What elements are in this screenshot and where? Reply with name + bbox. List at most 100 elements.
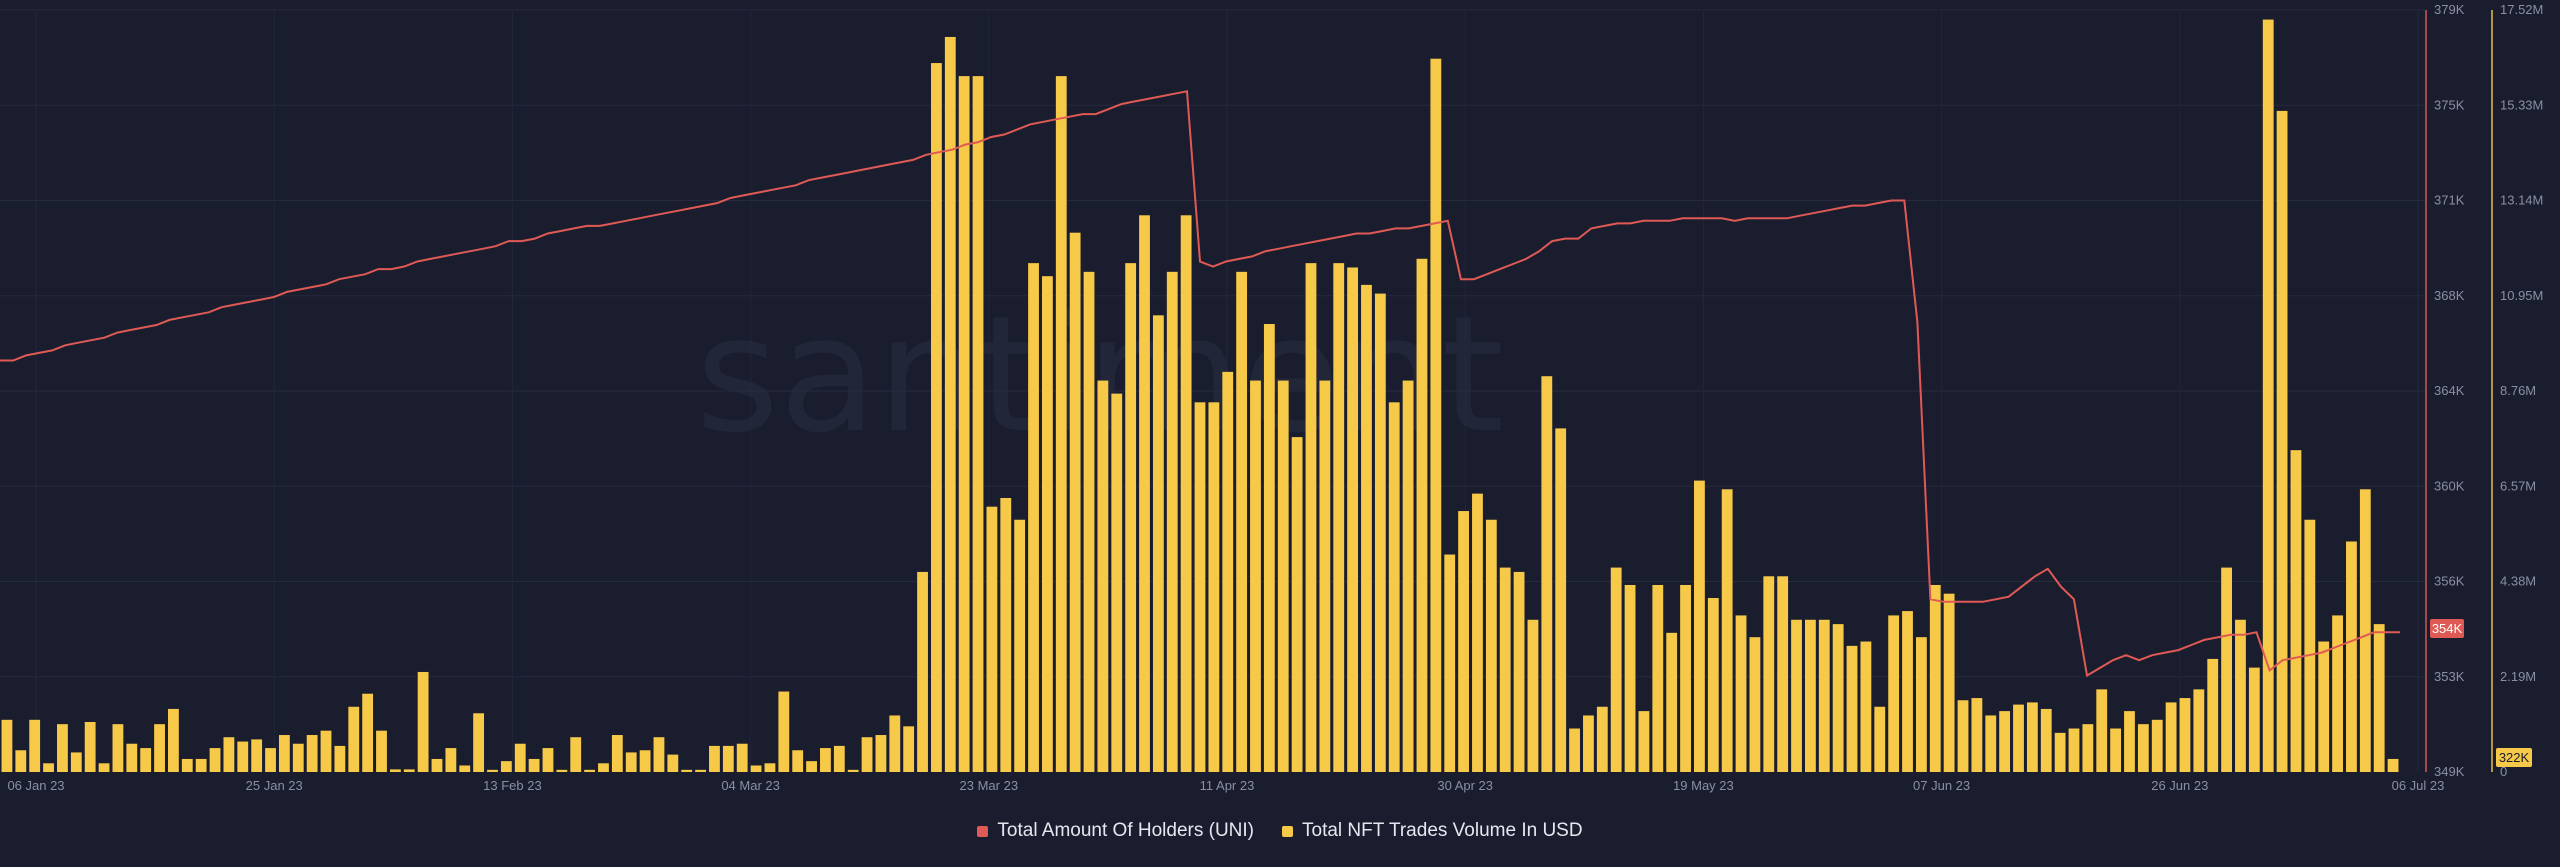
- left-axis-tick-label: 375K: [2434, 97, 2465, 112]
- volume-bar: [667, 754, 679, 772]
- volume-bar: [1610, 567, 1622, 772]
- volume-bar: [265, 748, 276, 772]
- volume-bar: [2318, 641, 2330, 772]
- volume-bar: [1, 719, 13, 772]
- volume-bar: [1513, 571, 1525, 772]
- x-axis-tick-label: 26 Jun 23: [2151, 778, 2208, 793]
- volume-bar: [709, 745, 720, 772]
- volume-bar: [459, 765, 471, 772]
- volume-bar: [847, 769, 859, 772]
- volume-bar: [15, 750, 27, 772]
- volume-bar: [2304, 519, 2316, 772]
- volume-bar: [1472, 493, 1483, 772]
- svg-text:322K: 322K: [2499, 750, 2530, 765]
- volume-bar: [542, 748, 554, 772]
- right-axis-tick-label: 6.57M: [2500, 478, 2536, 493]
- volume-bar: [2346, 541, 2357, 772]
- volume-bar: [1957, 700, 1969, 772]
- volume-bar: [514, 743, 526, 772]
- volume-bar: [306, 735, 318, 772]
- volume-bar: [112, 724, 124, 772]
- volume-bar: [1111, 393, 1123, 772]
- volume-bar: [695, 769, 706, 772]
- right-axis-tick-label: 0: [2500, 764, 2507, 779]
- volume-bar: [1777, 576, 1789, 772]
- volume-bar: [1485, 519, 1497, 772]
- volume-bar: [1555, 428, 1567, 772]
- x-axis-tick-label: 30 Apr 23: [1437, 778, 1493, 793]
- volume-bar: [1069, 232, 1081, 772]
- volume-bar: [1749, 637, 1761, 772]
- legend-item-holders[interactable]: Total Amount Of Holders (UNI): [977, 820, 1254, 842]
- volume-bar: [1971, 698, 1983, 772]
- right-axis-tick-label: 4.38M: [2500, 574, 2536, 589]
- volume-bar: [1152, 315, 1164, 772]
- volume-bar: [1804, 619, 1816, 772]
- volume-bar: [611, 735, 623, 772]
- left-axis-tick-label: 360K: [2434, 478, 2465, 493]
- volume-bar: [2096, 689, 2108, 772]
- volume-bar: [1943, 593, 1955, 772]
- volume-bar: [1139, 215, 1150, 773]
- volume-bar: [1915, 637, 1927, 772]
- volume-bar: [2040, 708, 2052, 772]
- volume-bar: [972, 76, 984, 773]
- volume-bar: [1763, 576, 1775, 772]
- volume-bar: [2373, 624, 2385, 772]
- volume-bar: [168, 708, 179, 772]
- left-axis-tick-label: 364K: [2434, 383, 2465, 398]
- legend-item-volume[interactable]: Total NFT Trades Volume In USD: [1282, 820, 1583, 842]
- x-axis-tick-label: 07 Jun 23: [1913, 778, 1970, 793]
- volume-bar: [681, 769, 693, 772]
- volume-bar: [1041, 276, 1053, 772]
- left-axis-tick-label: 353K: [2434, 669, 2465, 684]
- volume-bar: [2151, 719, 2163, 772]
- right-axis-tick-label: 10.95M: [2500, 288, 2543, 303]
- volume-bar: [1735, 615, 1747, 772]
- volume-bar: [1319, 380, 1331, 772]
- volume-bar: [1666, 632, 1678, 772]
- volume-bar: [362, 693, 374, 772]
- volume-bar: [792, 750, 804, 772]
- volume-bar: [1624, 584, 1636, 772]
- volume-bar: [931, 63, 942, 773]
- volume-bar: [528, 758, 540, 772]
- right-axis-tick-label: 2.19M: [2500, 669, 2536, 684]
- volume-bar: [875, 735, 887, 772]
- volume-bar: [84, 721, 96, 772]
- volume-bar: [2110, 728, 2122, 772]
- volume-bar: [140, 748, 152, 772]
- volume-bar: [473, 713, 485, 772]
- volume-bar: [1832, 624, 1844, 772]
- volume-bar: [181, 758, 193, 772]
- volume-bar: [2165, 702, 2177, 772]
- volume-bar: [917, 571, 928, 772]
- volume-bar: [1721, 489, 1733, 772]
- x-axis-tick-label: 23 Mar 23: [960, 778, 1019, 793]
- holders-current-badge: 354K: [2430, 619, 2464, 638]
- volume-bar: [1680, 584, 1691, 772]
- volume-bar: [570, 737, 582, 772]
- volume-bar: [1208, 402, 1220, 772]
- x-axis-tick-label: 11 Apr 23: [1200, 778, 1255, 793]
- volume-bar: [2290, 450, 2302, 772]
- volume-bar: [889, 715, 901, 772]
- volume-bars: [1, 19, 2399, 773]
- volume-bar: [958, 76, 970, 773]
- volume-bar: [57, 724, 68, 772]
- volume-bar: [237, 741, 249, 772]
- volume-bar: [431, 758, 443, 772]
- left-axis-ticks: 379K 375K 371K 368K 364K 360K 356K 353K 349K: [2434, 2, 2465, 779]
- volume-bar: [1416, 258, 1428, 772]
- volume-bar: [1333, 263, 1345, 772]
- volume-bar: [1014, 519, 1026, 772]
- left-axis-tick-label: 379K: [2434, 2, 2465, 17]
- volume-bar: [2026, 702, 2038, 772]
- svg-text:354K: 354K: [2432, 621, 2463, 636]
- volume-bar: [1596, 706, 1608, 772]
- x-axis-tick-label: 19 May 23: [1673, 778, 1734, 793]
- volume-bar: [833, 745, 845, 772]
- volume-bar: [1583, 715, 1594, 772]
- volume-bar: [584, 769, 595, 772]
- volume-bar: [1874, 706, 1886, 772]
